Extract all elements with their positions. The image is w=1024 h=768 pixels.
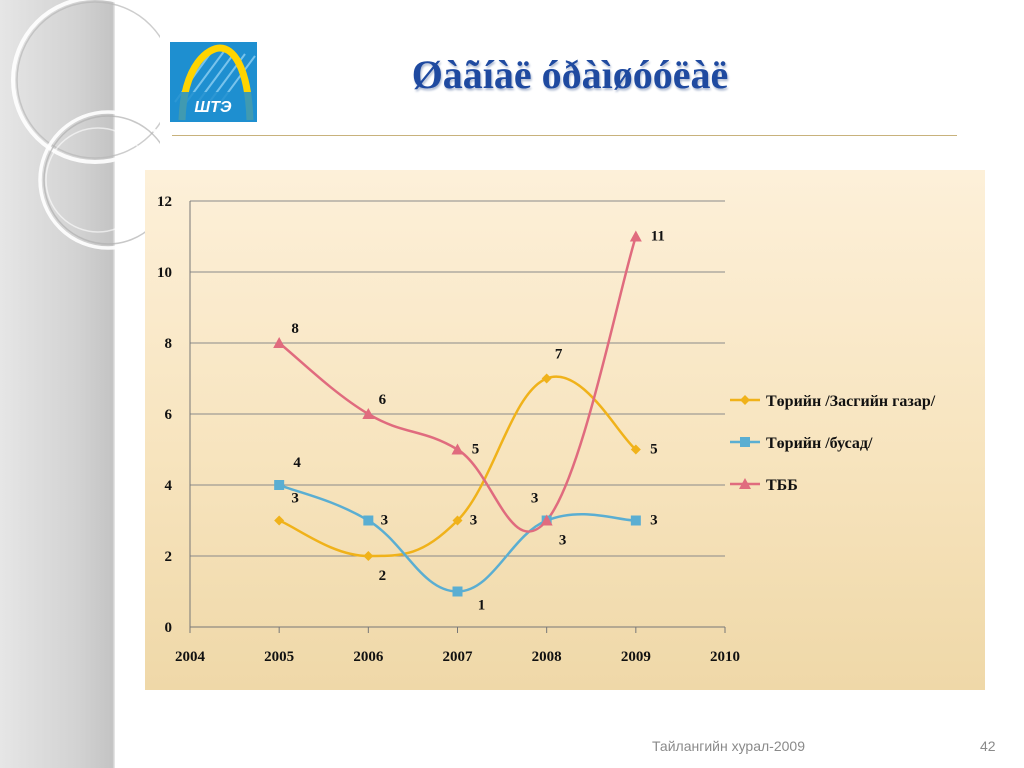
y-tick-label-12: 12	[157, 194, 172, 210]
left-decor-edge	[112, 0, 115, 768]
y-tick-label-8: 8	[165, 336, 173, 352]
decor-rings	[11, 0, 160, 250]
x-tick-label-2004: 2004	[175, 649, 206, 665]
y-tick-label-0: 0	[165, 620, 173, 636]
footer-text: Тайлангийн хурал-2009	[652, 738, 805, 754]
series-2-data-label-2005: 4	[293, 455, 301, 471]
series-1-point-2008	[541, 373, 552, 384]
series-3-data-label-2006: 6	[379, 392, 387, 408]
series-3-data-label-2008: 3	[559, 533, 567, 549]
series-2-point-2009	[630, 515, 641, 526]
x-tick-label-2010: 2010	[710, 649, 740, 665]
series-line-1	[278, 375, 637, 558]
series-2-point-2007	[452, 586, 463, 597]
series-line-2	[278, 483, 636, 593]
legend-label-2: Төрийн /бусад/	[766, 435, 873, 452]
series-1-point-2007	[452, 515, 463, 526]
series-1-data-label-2008: 7	[555, 347, 563, 363]
legend-label-1: Төрийн /Засгийн газар/	[766, 393, 936, 410]
series-1-point-2005	[274, 515, 285, 526]
y-tick-label-6: 6	[165, 407, 173, 423]
legend-marker-1	[740, 395, 750, 405]
series-3-data-label-2005: 8	[291, 321, 299, 337]
series-2-data-label-2006: 3	[381, 513, 389, 529]
title-divider	[172, 135, 957, 136]
line-chart: 0 2 4 6 8 10 12 2004 2005 2006 2007 2008 2009 2010 3 2…	[145, 170, 985, 690]
legend-marker-2	[740, 437, 750, 447]
series-line-3	[278, 236, 638, 533]
y-tick-label-2: 2	[165, 549, 173, 565]
series-3-point-2008	[540, 514, 553, 526]
series-2-data-label-2008: 3	[531, 491, 539, 507]
series-1-point-2009	[630, 444, 641, 455]
x-tick-label-2007: 2007	[443, 649, 474, 665]
series-1-data-label-2006: 2	[379, 568, 387, 584]
series-1-data-label-2005: 3	[291, 491, 299, 507]
series-3-data-label-2007: 5	[472, 442, 480, 458]
series-3-point-2005	[273, 337, 286, 348]
logo: ШТЭ	[170, 42, 257, 122]
series-1-point-2006	[363, 551, 374, 561]
x-tick-label-2008: 2008	[532, 649, 562, 665]
x-tick-label-2005: 2005	[264, 649, 294, 665]
x-tick-label-2009: 2009	[621, 649, 651, 665]
series-3-point-2006	[362, 408, 375, 419]
series-3-point-2009	[629, 230, 642, 242]
series-1-data-label-2007: 3	[470, 513, 478, 529]
x-tick-label-2006: 2006	[353, 649, 384, 665]
series-1-data-label-2009: 5	[650, 442, 658, 458]
y-tick-label-10: 10	[157, 265, 172, 281]
series-2-data-label-2007: 1	[478, 598, 486, 614]
legend-marker-3	[739, 478, 751, 489]
series-3-data-label-2009: 11	[651, 229, 665, 245]
series-2-point-2005	[274, 480, 285, 490]
series-3-point-2007	[451, 443, 464, 455]
legend-label-3: ТББ	[766, 477, 798, 494]
logo-text: ШТЭ	[194, 99, 232, 116]
page-number: 42	[980, 738, 996, 754]
series-2-data-label-2009: 3	[650, 513, 658, 529]
chart-canvas: 0 2 4 6 8 10 12 2004 2005 2006 2007 2008 2009 2010 3 2…	[157, 194, 936, 665]
y-tick-label-4: 4	[165, 478, 173, 494]
slide-title: Øàãíàë óðàìøóóëàë	[411, 52, 729, 97]
series-2-point-2006	[363, 515, 374, 526]
